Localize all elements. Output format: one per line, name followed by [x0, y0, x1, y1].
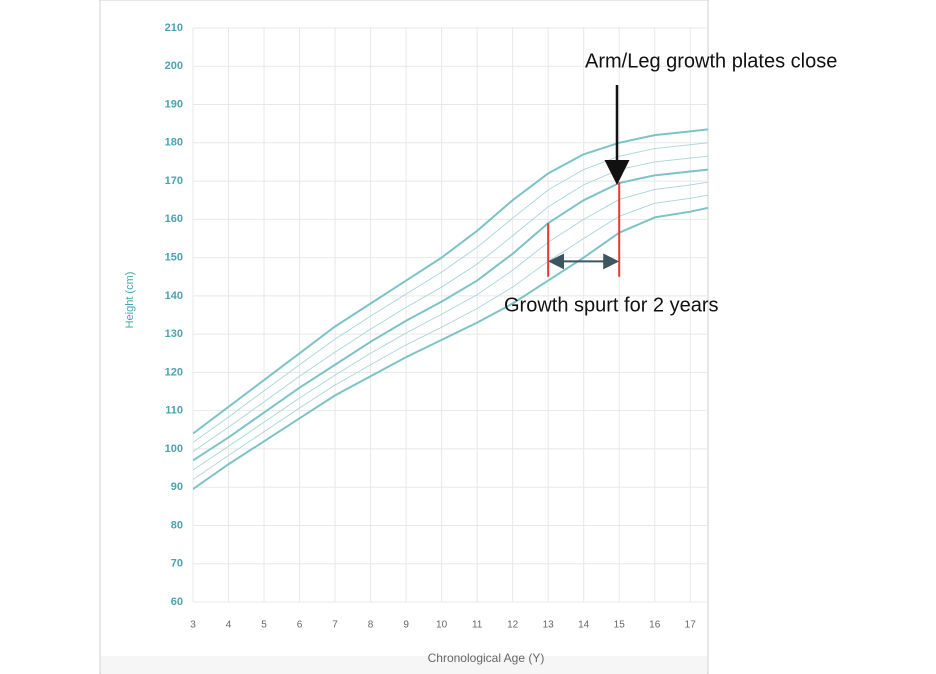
- x-tick-label: 11: [472, 620, 483, 631]
- annotation: Growth spurt for 2 years: [504, 294, 719, 316]
- percentile-line: [193, 206, 708, 490]
- x-tick-label: 15: [614, 620, 626, 631]
- y-tick-label: 200: [165, 60, 183, 72]
- percentile-line: [193, 155, 708, 452]
- y-tick-label: 110: [165, 405, 183, 417]
- y-tick-label: 70: [171, 558, 183, 570]
- y-tick-label: 80: [171, 519, 183, 531]
- x-tick-label: 17: [685, 620, 697, 631]
- x-tick-label: 3: [190, 620, 196, 631]
- x-tick-label: 9: [403, 620, 409, 631]
- percentile-line: [193, 168, 708, 462]
- percentile-line: [193, 128, 708, 435]
- x-tick-label: 7: [332, 620, 338, 631]
- x-tick-label: 16: [649, 620, 661, 631]
- y-tick-label: 60: [171, 596, 183, 608]
- x-tick-label: 8: [368, 620, 374, 631]
- x-tick-label: 4: [226, 620, 232, 631]
- x-tick-label: 12: [507, 620, 519, 631]
- x-tick-label: 13: [543, 620, 555, 631]
- percentile-line: [193, 142, 708, 443]
- y-tick-label: 120: [165, 366, 183, 378]
- x-tick-label: 10: [436, 620, 448, 631]
- y-tick-label: 100: [165, 443, 183, 455]
- x-tick-label: 14: [578, 620, 590, 631]
- y-tick-label: 180: [165, 137, 183, 149]
- y-tick-label: 160: [165, 213, 183, 225]
- panel-footer: [101, 656, 707, 674]
- panel: [99, 0, 709, 674]
- y-tick-label: 130: [165, 328, 183, 340]
- y-tick-label: 140: [165, 290, 183, 302]
- y-tick-label: 170: [165, 175, 183, 187]
- percentile-line: [193, 181, 708, 471]
- y-tick-label: 150: [165, 252, 183, 264]
- x-tick-label: 5: [261, 620, 267, 631]
- x-axis-label: Chronological Age (Y): [428, 651, 545, 665]
- percentile-line: [193, 194, 708, 480]
- y-tick-label: 190: [165, 98, 183, 110]
- x-tick-label: 6: [297, 620, 303, 631]
- y-axis-label: Height (cm): [124, 272, 136, 329]
- annotation: Arm/Leg growth plates close: [585, 50, 837, 72]
- y-tick-label: 210: [165, 22, 183, 34]
- y-tick-label: 90: [171, 481, 183, 493]
